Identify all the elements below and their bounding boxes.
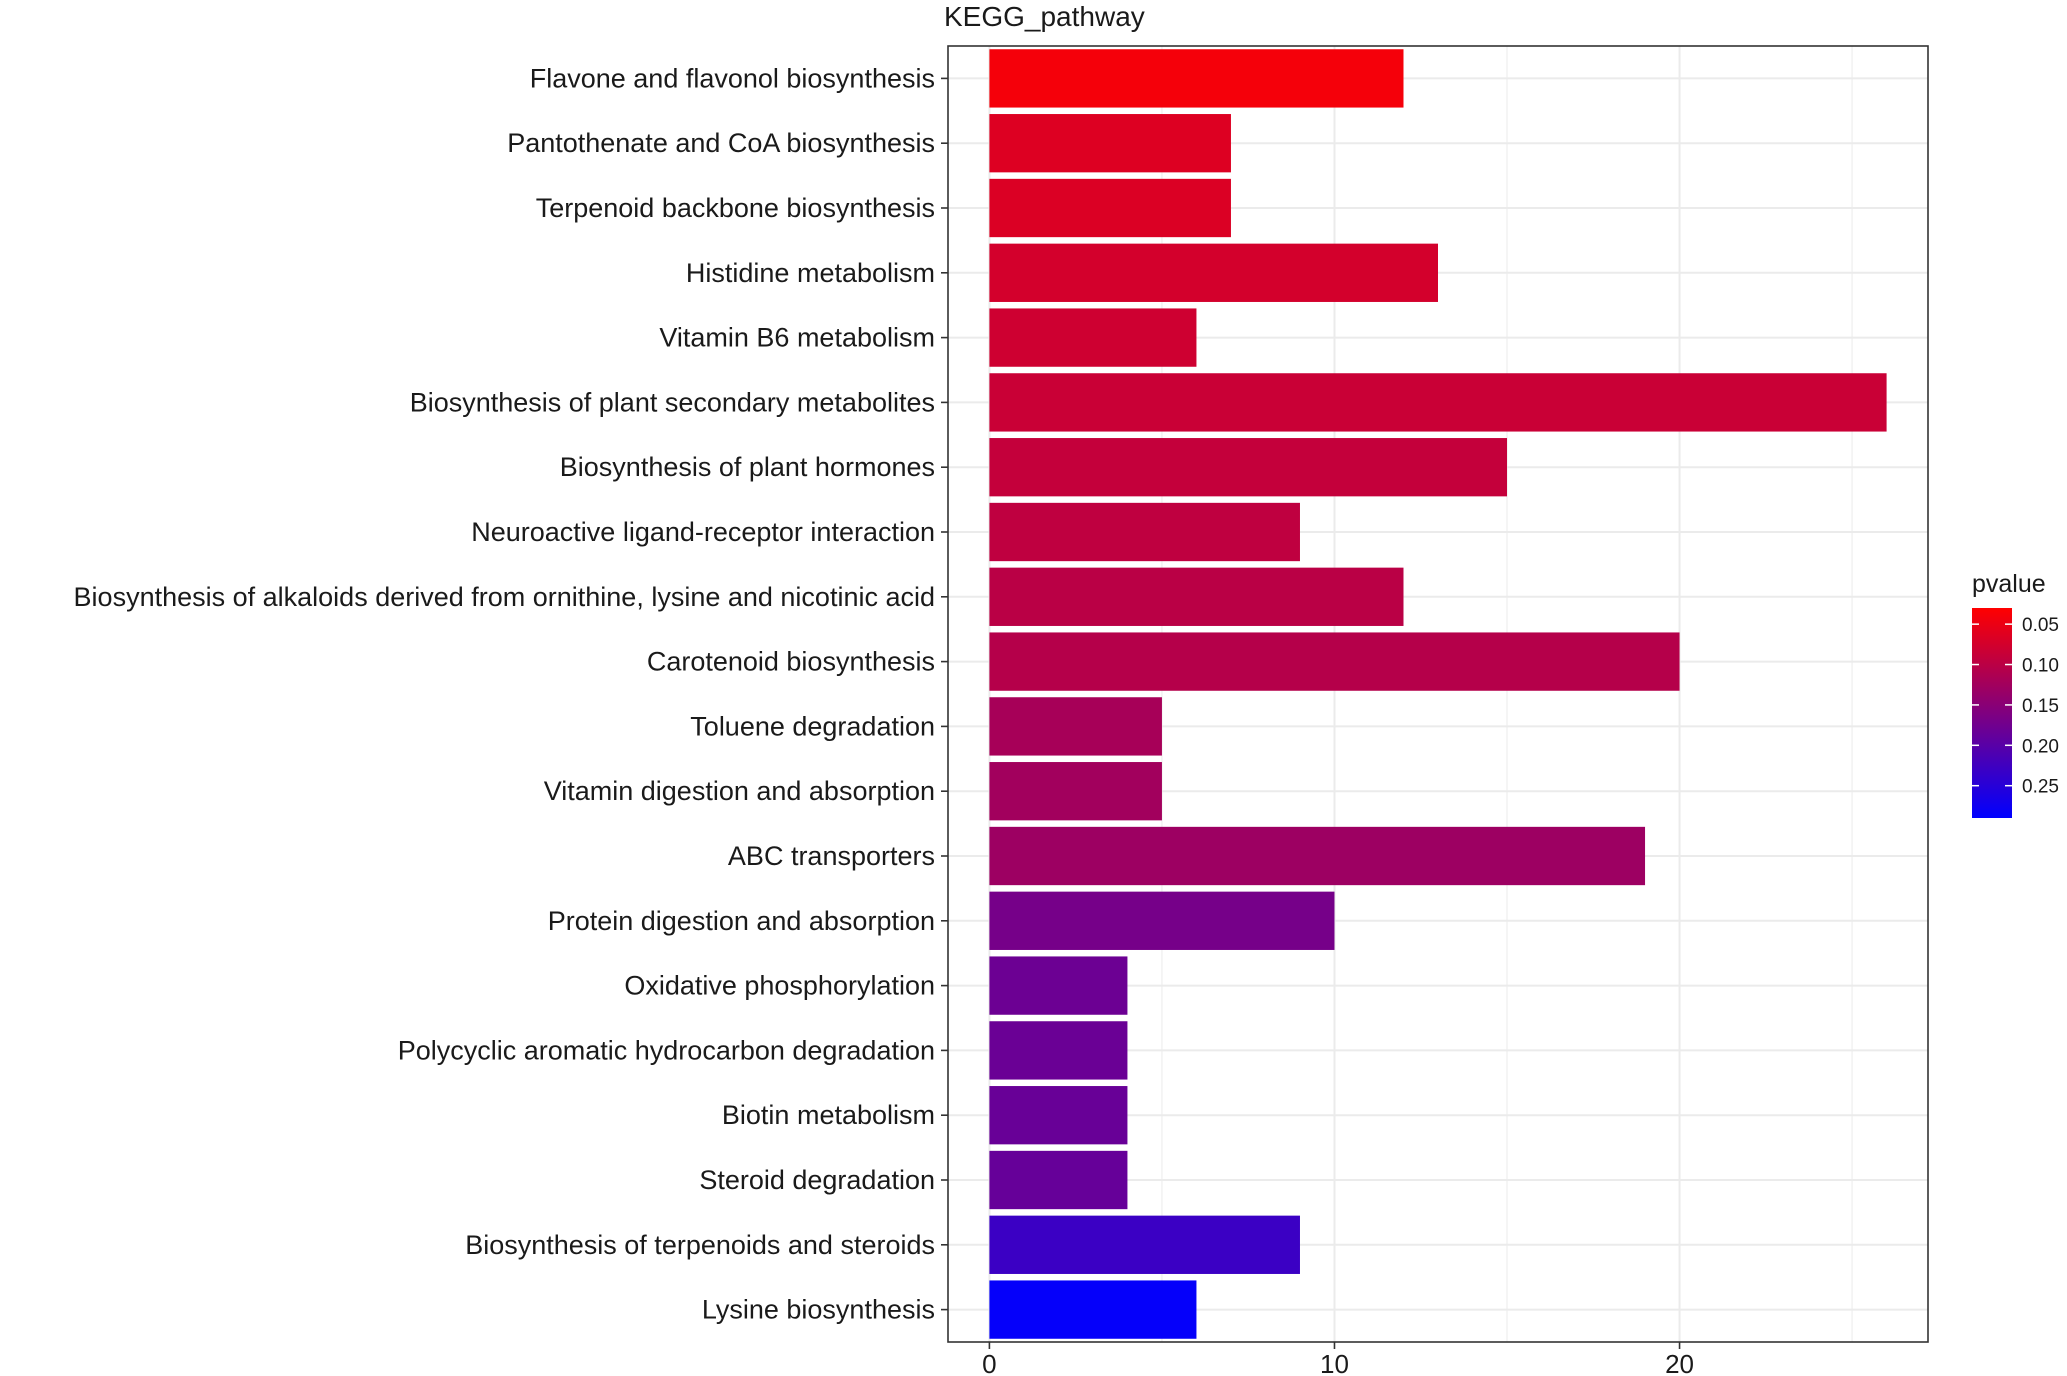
bar [989, 632, 1680, 691]
category-label: Pantothenate and CoA biosynthesis [507, 128, 935, 158]
legend-tick-label: 0.15 [2022, 696, 2059, 717]
bar [989, 308, 1197, 367]
bar [989, 1215, 1300, 1274]
legend-title: pvalue [1972, 570, 2046, 598]
category-label: Vitamin digestion and absorption [544, 776, 935, 806]
bar [989, 114, 1231, 173]
bar [989, 891, 1335, 950]
category-label: Neuroactive ligand-receptor interaction [471, 517, 935, 547]
x-tick-label: 10 [1320, 1349, 1349, 1376]
category-label: Lysine biosynthesis [702, 1295, 935, 1325]
bar [989, 1280, 1197, 1339]
x-tick-label: 20 [1665, 1349, 1694, 1376]
bar [989, 697, 1162, 756]
legend-tick-label: 0.10 [2022, 656, 2059, 677]
plot-border [947, 45, 1929, 1343]
legend-tick-label: 0.25 [2022, 777, 2059, 798]
bar [989, 243, 1438, 302]
x-axis-ticks: 0 10 20 [982, 1342, 1694, 1376]
category-label: Toluene degradation [690, 711, 935, 741]
bar [989, 502, 1300, 562]
legend-ticks: 0.05 0.10 0.15 0.20 0.25 [1972, 615, 2059, 798]
bar [989, 956, 1128, 1015]
bar [989, 567, 1404, 626]
category-label: Vitamin B6 metabolism [659, 323, 935, 353]
bar [989, 49, 1404, 108]
category-label: Protein digestion and absorption [548, 906, 935, 936]
category-label: ABC transporters [728, 841, 935, 871]
category-label: Biosynthesis of alkaloids derived from o… [74, 582, 935, 612]
category-label: Histidine metabolism [686, 258, 935, 288]
category-label: Biosynthesis of terpenoids and steroids [465, 1230, 935, 1260]
bar [989, 438, 1508, 497]
bars [989, 49, 1887, 1339]
category-label: Terpenoid backbone biosynthesis [536, 193, 935, 223]
bar [989, 762, 1162, 821]
plot-panel [948, 46, 1928, 1342]
x-tick-label: 0 [982, 1349, 996, 1376]
category-label: Steroid degradation [699, 1165, 935, 1195]
bar [989, 826, 1646, 886]
legend-tick-label: 0.20 [2022, 736, 2059, 757]
bar [989, 1086, 1128, 1145]
pvalue-legend: pvalue 0.05 0.10 0.15 0.20 0.25 [1972, 570, 2059, 818]
category-label: Biosynthesis of plant hormones [560, 452, 935, 482]
bar [989, 1021, 1128, 1080]
legend-tick-label: 0.05 [2022, 615, 2059, 636]
chart-title: KEGG_pathway [944, 1, 1145, 32]
category-label: Flavone and flavonol biosynthesis [530, 63, 935, 93]
category-labels: Flavone and flavonol biosynthesis Pantoth… [74, 63, 948, 1325]
bar [989, 373, 1887, 432]
category-label: Polycyclic aromatic hydrocarbon degradat… [398, 1035, 935, 1065]
category-label: Biotin metabolism [722, 1100, 935, 1130]
bar [989, 1150, 1128, 1210]
bar [989, 178, 1231, 238]
category-label: Carotenoid biosynthesis [647, 647, 935, 677]
category-label: Oxidative phosphorylation [624, 971, 935, 1001]
legend-colorbar [1972, 608, 2012, 818]
category-label: Biosynthesis of plant secondary metaboli… [410, 387, 935, 417]
